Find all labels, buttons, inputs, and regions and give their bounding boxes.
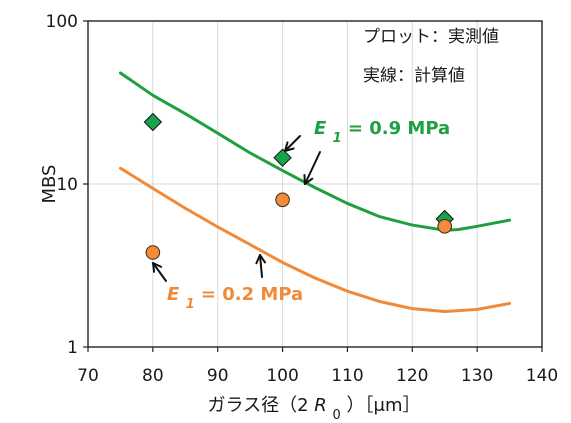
measured-note: プロット：実測値 (363, 27, 499, 47)
green-label-arrow-to-marker-head (284, 141, 295, 152)
y-tick-label: 100 (46, 12, 78, 32)
orange-measured-marker (145, 245, 161, 260)
orange-label-arrow-to-marker (152, 262, 167, 282)
green-calculated-curve (118, 71, 512, 232)
marker-layer (143, 112, 454, 260)
x-tick-label: 90 (207, 366, 229, 386)
x-axis-label-tail: ）［μm］ (347, 395, 421, 416)
series-label-green-subscript: 1 (333, 131, 342, 146)
green-label-arrow-to-curve-head (303, 174, 314, 185)
x-tick-label: 140 (526, 366, 558, 386)
x-tick-label: 100 (266, 366, 298, 386)
x-tick-label: 110 (331, 366, 363, 386)
orange-calculated-curve (118, 166, 512, 314)
x-tick-label: 70 (77, 366, 99, 386)
x-tick-label: 130 (461, 366, 493, 386)
series-label-orange-prefix: E (167, 284, 180, 305)
green-label-arrow-to-marker (284, 135, 301, 152)
curve-layer (118, 71, 512, 314)
x-tick-label: 80 (142, 366, 164, 386)
series-label-green-value: = 0.9 MPa (348, 118, 450, 139)
x-axis-label-subscript: 0 (333, 408, 341, 423)
series-label-orange: E 1 = 0.2 MPa (167, 284, 303, 312)
annotation-layer (152, 135, 321, 282)
green-measured-marker (273, 148, 292, 167)
green-label-arrow-to-curve (304, 151, 321, 185)
series-label-green-prefix: E (314, 118, 327, 139)
x-tick-label: 120 (396, 366, 428, 386)
y-tick-label: 10 (56, 175, 78, 195)
orange-measured-marker (275, 192, 290, 208)
x-axis-label: ガラス径（2 R 0 ）［μm］ (207, 395, 420, 423)
series-label-orange-subscript: 1 (186, 297, 195, 312)
series-label-green: E 1 = 0.9 MPa (314, 118, 450, 146)
green-measured-marker (143, 112, 163, 132)
y-tick-label: 1 (67, 338, 78, 358)
orange-label-arrow-to-curve-head (255, 254, 267, 265)
y-axis-label: MBS (39, 165, 60, 204)
orange-label-arrow-to-curve (259, 254, 263, 278)
x-axis-label-variable: R (314, 395, 327, 416)
orange-measured-marker (437, 219, 453, 234)
series-label-orange-value: = 0.2 MPa (201, 284, 303, 305)
x-axis-label-main: ガラス径（2 (207, 395, 308, 416)
calculated-note: 実線：計算値 (363, 66, 465, 86)
orange-label-arrow-to-marker-head (152, 262, 163, 273)
